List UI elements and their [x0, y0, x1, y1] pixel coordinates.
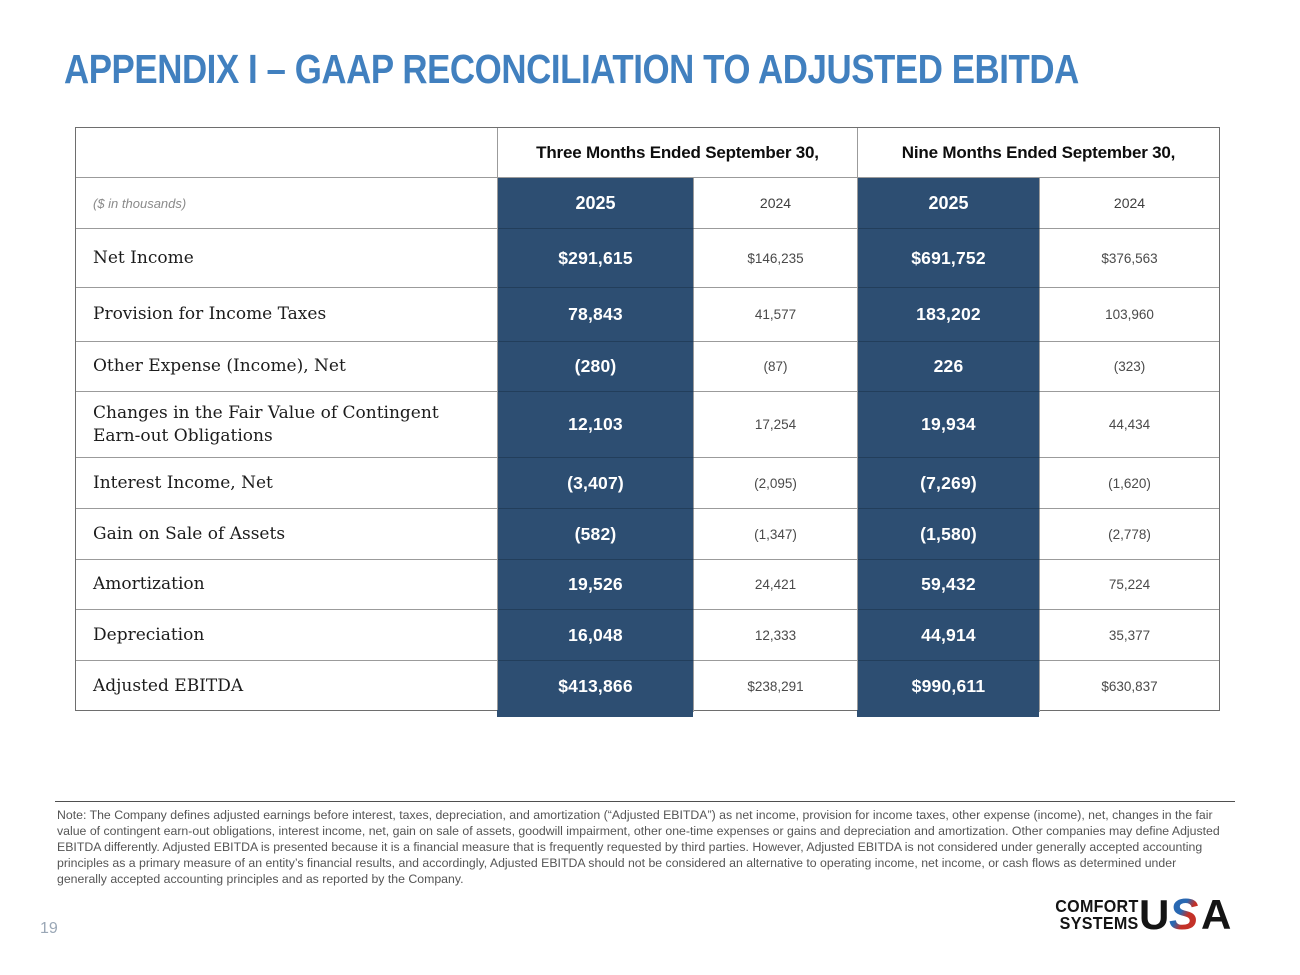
year-header-2025-9m: 2025: [858, 178, 1040, 229]
cell-3m-2025: 19,526: [498, 560, 694, 610]
table-corner-cell: [76, 128, 498, 178]
row-label: Adjusted EBITDA: [76, 661, 498, 712]
row-label: Changes in the Fair Value of Contingent …: [76, 392, 498, 458]
row-label: Amortization: [76, 560, 498, 610]
comfort-systems-usa-logo: COMFORT SYSTEMS U S A: [1048, 893, 1235, 937]
cell-9m-2025: 19,934: [858, 392, 1040, 458]
cell-3m-2025: 78,843: [498, 288, 694, 342]
cell-9m-2024: 75,224: [1040, 560, 1219, 610]
cell-3m-2024: 24,421: [694, 560, 858, 610]
cell-9m-2025: 59,432: [858, 560, 1040, 610]
cell-9m-2025: 44,914: [858, 610, 1040, 661]
row-label: Provision for Income Taxes: [76, 288, 498, 342]
logo-usa-u: U: [1139, 893, 1167, 937]
cell-3m-2025: 12,103: [498, 392, 694, 458]
cell-9m-2024: (323): [1040, 342, 1219, 392]
cell-9m-2024: 44,434: [1040, 392, 1219, 458]
logo-word-comfort: COMFORT: [1055, 896, 1139, 917]
cell-9m-2024: (2,778): [1040, 509, 1219, 560]
year-header-2025-3m: 2025: [498, 178, 694, 229]
cell-3m-2025: (280): [498, 342, 694, 392]
cell-3m-2025: $413,866: [498, 661, 694, 712]
footnote-divider: [55, 801, 1235, 802]
cell-3m-2024: (2,095): [694, 458, 858, 509]
logo-word-systems: SYSTEMS: [1059, 913, 1139, 933]
cell-3m-2024: (87): [694, 342, 858, 392]
cell-9m-2024: (1,620): [1040, 458, 1219, 509]
cell-9m-2025: (7,269): [858, 458, 1040, 509]
cell-9m-2024: 35,377: [1040, 610, 1219, 661]
cell-9m-2025: $990,611: [858, 661, 1040, 712]
row-label: Interest Income, Net: [76, 458, 498, 509]
cell-3m-2024: $238,291: [694, 661, 858, 712]
cell-3m-2024: 17,254: [694, 392, 858, 458]
cell-9m-2024: $376,563: [1040, 229, 1219, 288]
cell-9m-2025: $691,752: [858, 229, 1040, 288]
cell-3m-2025: $291,615: [498, 229, 694, 288]
column-group-nine-months: Nine Months Ended September 30,: [858, 128, 1219, 178]
units-label: ($ in thousands): [76, 178, 498, 229]
cell-9m-2025: 226: [858, 342, 1040, 392]
cell-3m-2024: $146,235: [694, 229, 858, 288]
year-header-2024-9m: 2024: [1040, 178, 1219, 229]
logo-wordmark: COMFORT SYSTEMS: [1055, 896, 1139, 933]
cell-3m-2025: 16,048: [498, 610, 694, 661]
row-label: Net Income: [76, 229, 498, 288]
logo-usa-a: A: [1201, 893, 1231, 937]
cell-3m-2024: 12,333: [694, 610, 858, 661]
cell-3m-2025: (582): [498, 509, 694, 560]
page-title: APPENDIX I – GAAP RECONCILIATION TO ADJU…: [64, 46, 1079, 92]
cell-9m-2025: (1,580): [858, 509, 1040, 560]
cell-9m-2025: 183,202: [858, 288, 1040, 342]
logo-usa-icon: U S A: [1139, 893, 1231, 937]
year-header-2024-3m: 2024: [694, 178, 858, 229]
cell-3m-2025: (3,407): [498, 458, 694, 509]
cell-9m-2024: $630,837: [1101, 679, 1158, 694]
cell-9m-2024: 103,960: [1040, 288, 1219, 342]
page-number: 19: [40, 920, 58, 937]
blue-column-tab: [857, 710, 1039, 717]
row-label: Gain on Sale of Assets: [76, 509, 498, 560]
cell-3m-2024: (1,347): [694, 509, 858, 560]
logo-usa-s: S: [1169, 893, 1198, 937]
cell-3m-2024: 41,577: [694, 288, 858, 342]
row-label: Other Expense (Income), Net: [76, 342, 498, 392]
blue-column-tab: [497, 710, 693, 717]
footnote-text: Note: The Company defines adjusted earni…: [57, 808, 1220, 886]
reconciliation-table: Three Months Ended September 30, Nine Mo…: [75, 127, 1220, 717]
row-label: Depreciation: [76, 610, 498, 661]
column-group-three-months: Three Months Ended September 30,: [498, 128, 858, 178]
